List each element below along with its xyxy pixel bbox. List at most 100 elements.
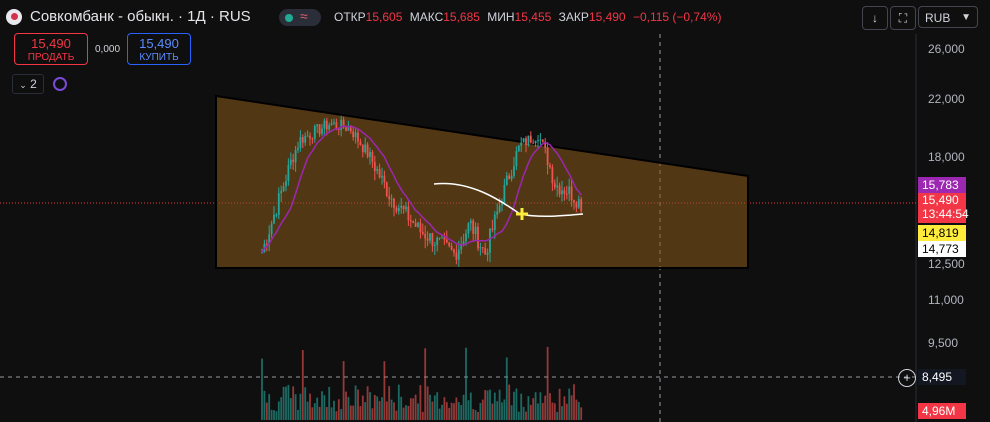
volume-bar: [448, 407, 451, 420]
candle-body: [515, 151, 518, 167]
volume-bar: [261, 358, 263, 420]
currency-select[interactable]: RUB ▼: [918, 6, 978, 28]
candle-body: [469, 220, 472, 224]
volume-bar: [265, 402, 268, 420]
candle-body: [270, 223, 273, 235]
volume-bar: [460, 404, 463, 420]
fullscreen-button[interactable]: ⛶: [890, 6, 916, 30]
candle-body: [352, 131, 355, 138]
candle-body: [321, 128, 323, 135]
volume-bar: [318, 406, 321, 420]
volume-bar: [354, 385, 357, 420]
volume-bar: [376, 396, 379, 420]
candle-body: [412, 221, 415, 224]
symbol-logo-icon: [6, 9, 22, 25]
candle-body: [409, 220, 412, 222]
volume-bar: [333, 400, 335, 420]
volume-bar: [575, 399, 578, 420]
volume-bar: [268, 394, 271, 420]
volume-bar: [426, 386, 429, 420]
ohlc-high-key: МАКС: [409, 10, 444, 24]
candle-body: [563, 190, 566, 194]
chevron-down-icon: ▼: [961, 12, 971, 23]
candle-body: [395, 207, 398, 212]
volume-bar: [340, 409, 343, 420]
indicators-toggle[interactable]: ⌄ 2: [12, 74, 44, 94]
volume-bar: [469, 392, 472, 420]
volume-bar: [433, 395, 436, 420]
candle-body: [330, 123, 333, 126]
candle-body: [580, 199, 583, 212]
volume-bar: [534, 392, 537, 420]
candle-body: [289, 159, 292, 165]
candle-body: [347, 127, 350, 131]
volume-bar: [577, 401, 580, 420]
volume-bar: [556, 411, 559, 420]
candle-body: [450, 246, 453, 250]
volume-bar: [472, 409, 475, 420]
indicator-settings-icon[interactable]: [53, 77, 67, 91]
candle-body: [467, 223, 470, 234]
candle-body: [508, 175, 511, 180]
candle-body: [465, 233, 467, 242]
candle-body: [313, 126, 316, 139]
cursor-cross-icon: [516, 208, 528, 220]
buy-button[interactable]: 15,490 КУПИТЬ: [127, 33, 191, 65]
volume-bar: [390, 399, 393, 420]
candle-body: [261, 252, 263, 254]
volume-bar: [525, 411, 527, 420]
volume-bar: [359, 406, 362, 420]
volume-bar: [565, 403, 568, 420]
candle-body: [407, 206, 410, 221]
volume-bar: [369, 392, 371, 420]
candle-body: [546, 147, 549, 166]
candle-body: [371, 151, 374, 163]
candle-body: [472, 220, 475, 234]
candle-body: [357, 132, 359, 142]
candle-body: [328, 125, 331, 130]
volume-bar: [580, 407, 583, 420]
candle-body: [539, 139, 542, 141]
volume-bar: [275, 411, 278, 420]
candle-body: [378, 169, 381, 178]
volume-bar: [412, 398, 415, 420]
volume-bar: [443, 397, 446, 420]
candle-body: [505, 175, 508, 185]
candle-body: [323, 120, 326, 129]
ohlc-low-key: МИН: [487, 10, 515, 24]
price-tick-label: 22,000: [928, 92, 965, 106]
volume-bar: [393, 402, 395, 420]
candle-body: [455, 252, 458, 260]
volume-bar: [381, 397, 383, 420]
candle-body: [419, 222, 422, 233]
download-button[interactable]: ↓: [862, 6, 888, 30]
candle-body: [445, 239, 448, 243]
symbol-title[interactable]: Совкомбанк - обыкн. · 1Д · RUS: [30, 8, 251, 25]
volume-bar: [400, 396, 403, 420]
volume-bar: [364, 402, 367, 420]
sell-button[interactable]: 15,490 ПРОДАТЬ: [14, 33, 88, 65]
volume-bar: [323, 395, 326, 420]
volume-bar: [529, 404, 532, 420]
candle-body: [525, 138, 527, 146]
buy-price: 15,490: [139, 36, 179, 51]
candle-body: [301, 137, 304, 143]
volume-bar: [361, 395, 364, 420]
volume-bar: [467, 400, 470, 420]
add-alert-plus-icon[interactable]: +: [898, 369, 916, 387]
price-tick-label: 9,500: [928, 336, 958, 350]
volume-bar: [481, 399, 484, 420]
volume-bar: [496, 401, 499, 420]
volume-bar: [455, 397, 458, 420]
volume-bar: [515, 388, 518, 420]
volume-bar: [462, 394, 465, 420]
candle-body: [486, 252, 489, 255]
candle-body: [340, 119, 343, 130]
market-status-toggle[interactable]: ≈: [279, 8, 321, 26]
candle-body: [441, 237, 443, 239]
volume-bar: [457, 401, 460, 420]
candle-body: [402, 205, 405, 210]
candle-body: [342, 119, 345, 128]
volume-bar: [397, 384, 400, 420]
